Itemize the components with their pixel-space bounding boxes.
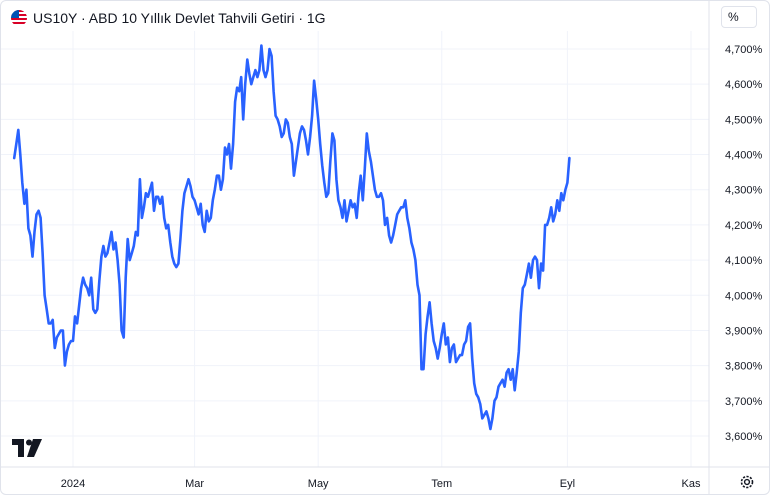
x-tick-label: 2024: [61, 478, 85, 490]
y-tick-label: 4,000%: [725, 290, 763, 302]
tradingview-logo-icon[interactable]: [12, 439, 42, 457]
x-tick-label: Mar: [185, 478, 204, 490]
y-tick-label: 4,600%: [725, 79, 763, 91]
y-tick-label: 3,600%: [725, 431, 763, 443]
y-tick-label: 3,900%: [725, 325, 763, 337]
series-line: [12, 44, 571, 431]
unit-selector-button[interactable]: %: [721, 6, 757, 28]
x-tick-label: Tem: [431, 478, 452, 490]
y-tick-label: 3,800%: [725, 361, 763, 373]
y-tick-label: 4,500%: [725, 114, 763, 126]
y-tick-label: 4,200%: [725, 220, 763, 232]
x-axis-ticks: 2024 Mar May Tem Eyl Kas: [61, 478, 701, 490]
y-tick-label: 4,100%: [725, 255, 763, 267]
gear-icon[interactable]: [739, 474, 755, 490]
y-tick-label: 3,700%: [725, 396, 763, 408]
chart-title: US10Y · ABD 10 Yıllık Devlet Tahvili Get…: [33, 10, 326, 26]
x-tick-label: Kas: [682, 478, 701, 490]
x-tick-label: Eyl: [560, 478, 575, 490]
x-tick-label: May: [308, 478, 329, 490]
y-tick-label: 4,300%: [725, 185, 763, 197]
chart-header: US10Y · ABD 10 Yıllık Devlet Tahvili Get…: [11, 8, 326, 28]
y-axis-ticks: 4,700% 4,600% 4,500% 4,400% 4,300% 4,200% 4,10…: [725, 44, 763, 443]
us-flag-icon: [11, 10, 27, 26]
y-tick-label: 4,400%: [725, 150, 763, 162]
series-layer: [12, 44, 571, 431]
y-tick-label: 4,700%: [725, 44, 763, 56]
